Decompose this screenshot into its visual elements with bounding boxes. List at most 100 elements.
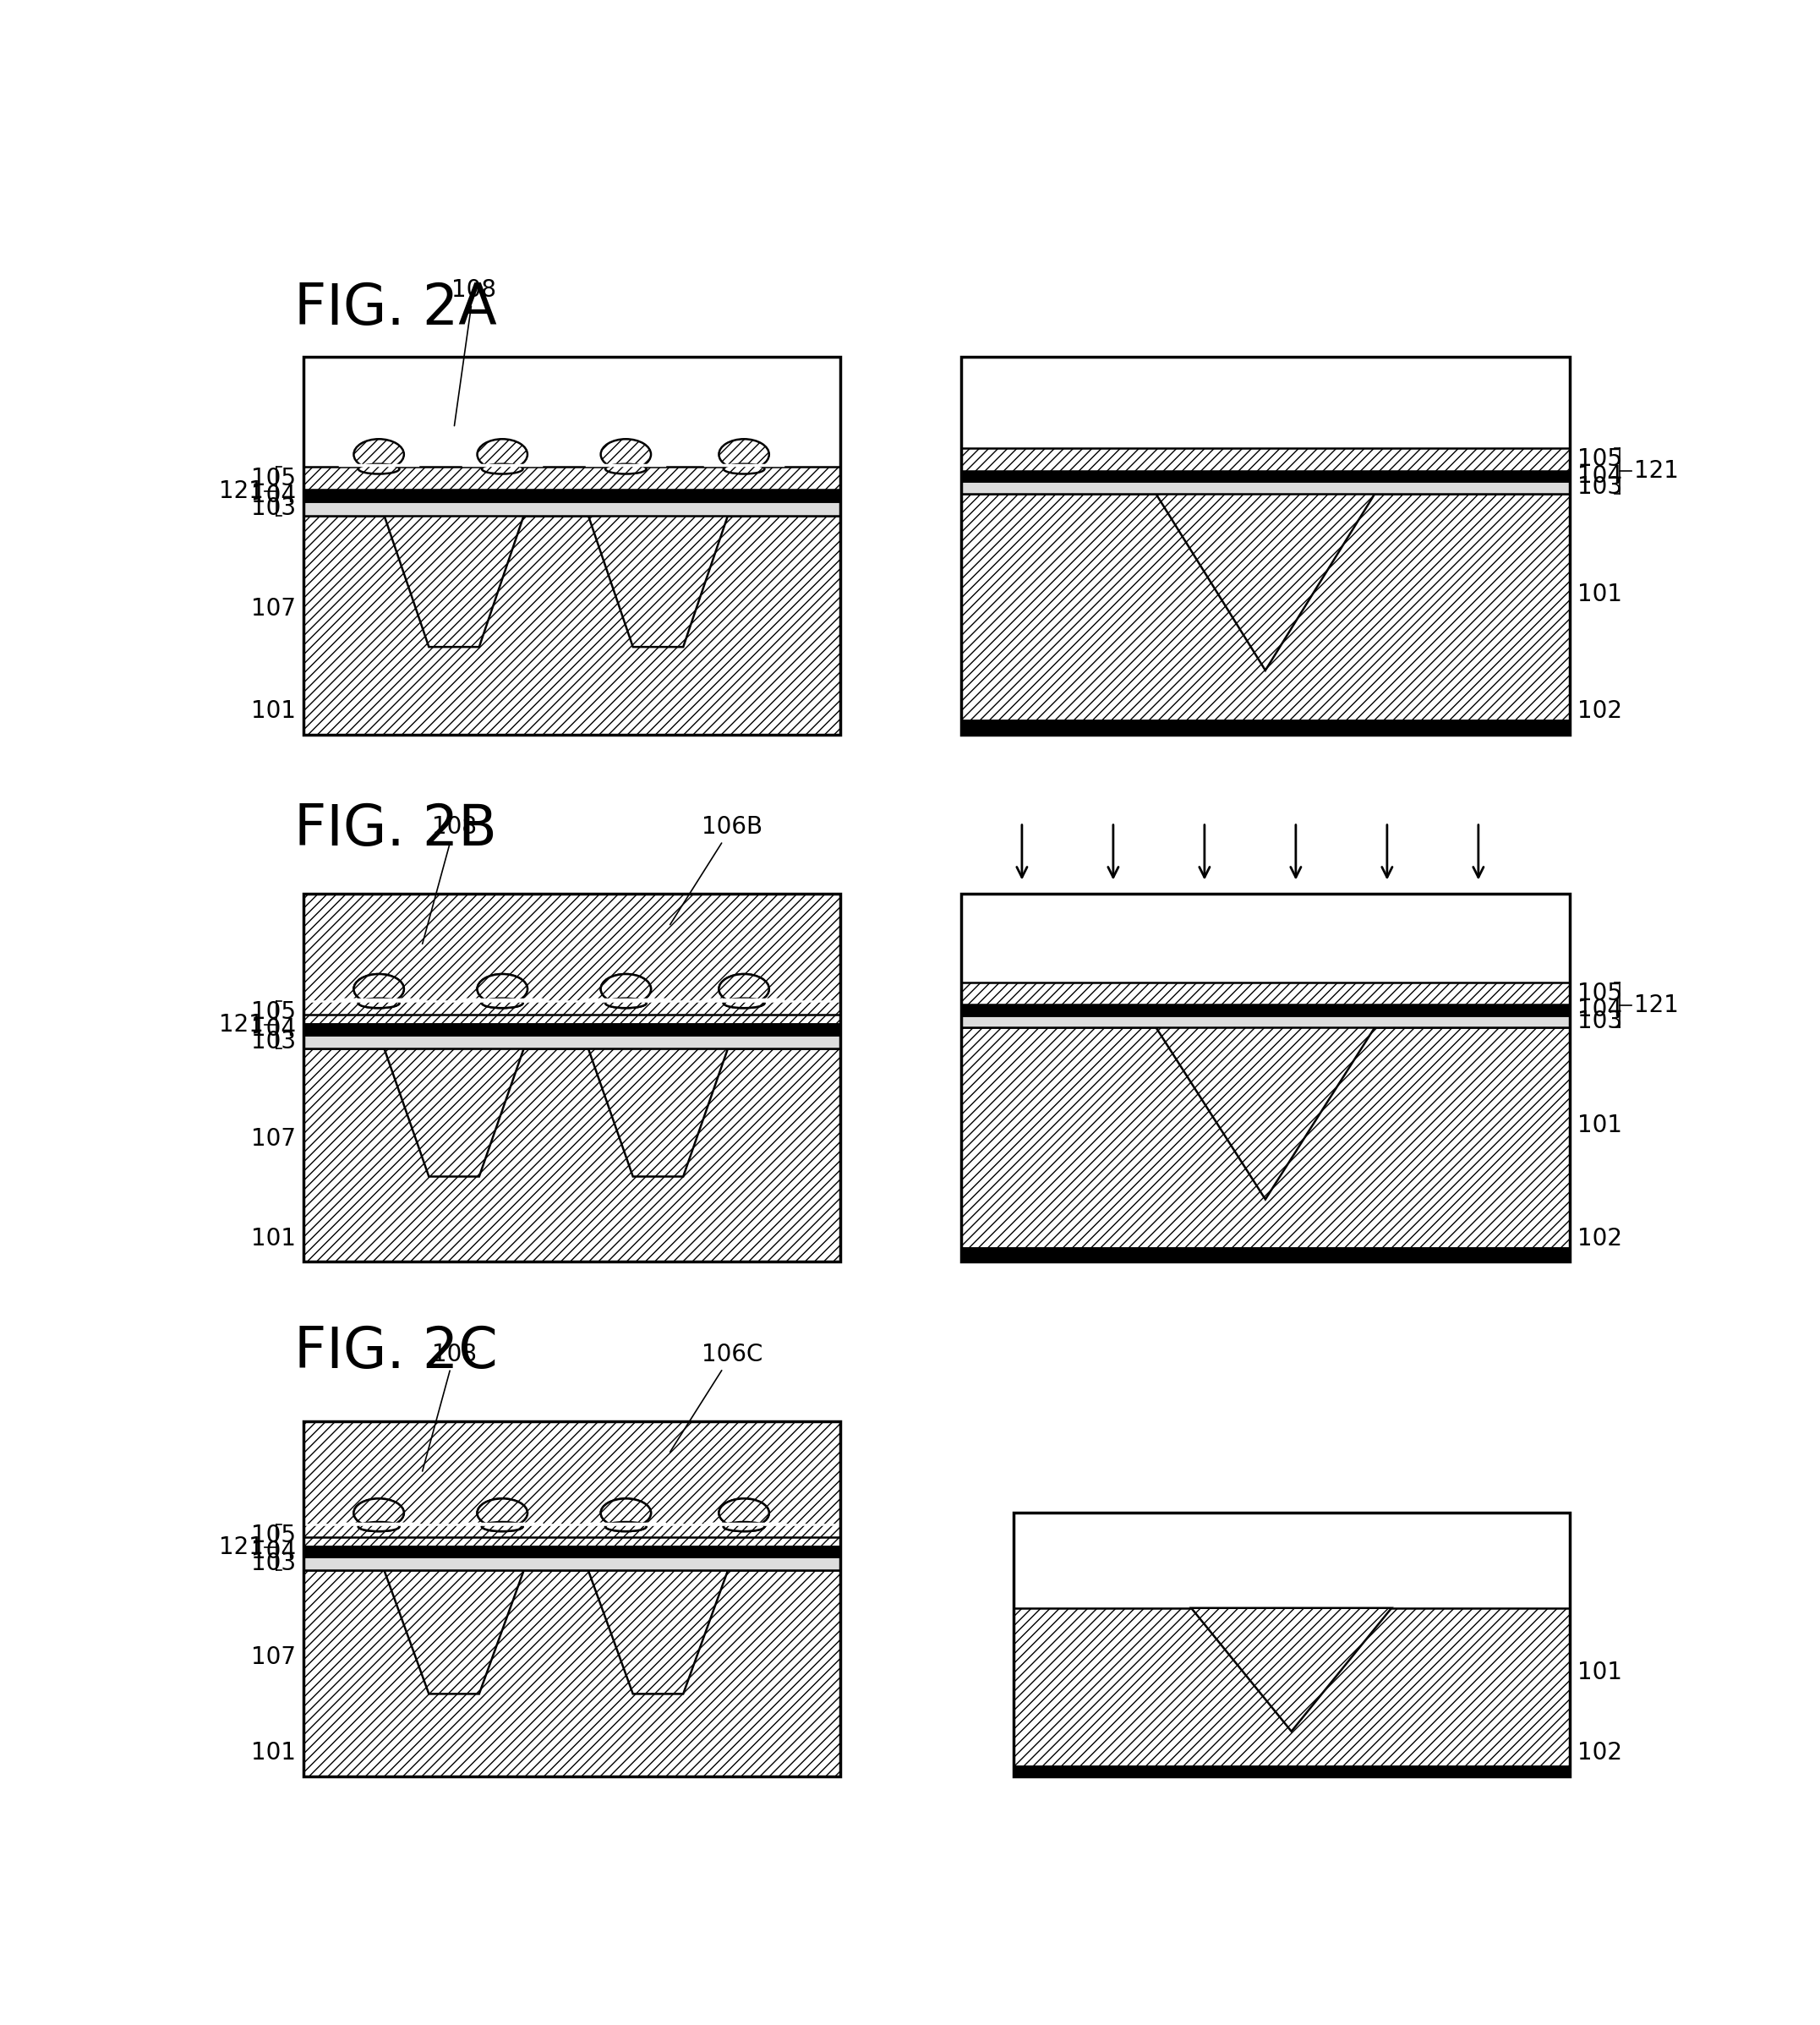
Text: 121: 121 (218, 1012, 264, 1037)
Bar (1014, 1608, 1569, 1766)
Text: FIG. 2A: FIG. 2A (293, 281, 497, 336)
Bar (961, 470, 1569, 482)
Text: 101: 101 (251, 1227, 297, 1249)
Ellipse shape (353, 974, 404, 1004)
Polygon shape (384, 1049, 524, 1177)
Ellipse shape (353, 1498, 404, 1527)
Ellipse shape (359, 998, 399, 1008)
Ellipse shape (606, 998, 646, 1008)
Bar (304, 500, 841, 516)
Text: 102: 102 (1578, 699, 1622, 723)
Text: 104: 104 (251, 1539, 297, 1563)
Polygon shape (1156, 494, 1374, 670)
Text: 104: 104 (251, 484, 297, 508)
Bar (304, 1557, 841, 1571)
Text: 106C: 106C (670, 1343, 763, 1452)
Bar (304, 1000, 841, 1023)
Ellipse shape (353, 439, 404, 470)
Polygon shape (588, 516, 728, 646)
Text: 104: 104 (1578, 464, 1622, 488)
Bar (304, 1035, 841, 1049)
Ellipse shape (719, 974, 770, 1004)
Ellipse shape (353, 974, 404, 1004)
Text: 105: 105 (251, 1523, 297, 1547)
Ellipse shape (606, 1523, 646, 1531)
Text: 121: 121 (218, 1535, 264, 1559)
Polygon shape (384, 516, 524, 646)
Bar (961, 356, 1569, 735)
Polygon shape (384, 1571, 524, 1693)
Ellipse shape (723, 998, 764, 1008)
Text: 101: 101 (1578, 1660, 1622, 1685)
Text: 104: 104 (1578, 998, 1622, 1023)
Bar (304, 895, 841, 1015)
Polygon shape (384, 516, 524, 646)
Bar (961, 1027, 1569, 1247)
Bar (304, 1571, 841, 1776)
Ellipse shape (477, 974, 528, 1004)
Bar (961, 982, 1569, 1004)
Ellipse shape (719, 1498, 770, 1527)
Bar (304, 895, 841, 1262)
Ellipse shape (482, 1523, 522, 1531)
Ellipse shape (723, 1523, 764, 1531)
Ellipse shape (719, 439, 770, 470)
Bar (961, 895, 1569, 1262)
Bar (961, 494, 1569, 721)
Text: FIG. 2C: FIG. 2C (293, 1324, 497, 1379)
Bar (304, 1422, 841, 1776)
Bar (304, 1023, 841, 1035)
Ellipse shape (601, 974, 652, 1004)
Text: 105: 105 (1578, 448, 1622, 472)
Ellipse shape (601, 1498, 652, 1527)
Text: 102: 102 (1578, 1227, 1622, 1249)
Text: 108: 108 (422, 1343, 477, 1472)
Text: 121: 121 (218, 480, 264, 502)
Bar (304, 1422, 841, 1537)
Text: 103: 103 (1578, 476, 1622, 500)
Bar (304, 1547, 841, 1557)
Text: 108: 108 (451, 277, 495, 425)
Bar (304, 356, 841, 735)
Bar (1014, 1513, 1569, 1776)
Ellipse shape (482, 998, 522, 1008)
Text: 105: 105 (251, 466, 297, 490)
Ellipse shape (723, 998, 764, 1008)
Polygon shape (1192, 1608, 1392, 1731)
Ellipse shape (719, 1498, 770, 1527)
Text: 101: 101 (1578, 583, 1622, 605)
Text: 121: 121 (1634, 460, 1678, 482)
Text: 103: 103 (251, 496, 297, 520)
Ellipse shape (359, 464, 399, 474)
Bar (961, 1247, 1569, 1262)
Ellipse shape (606, 998, 646, 1008)
Text: 102: 102 (1578, 1741, 1622, 1764)
Bar (304, 1049, 841, 1262)
Ellipse shape (359, 998, 399, 1008)
Text: 107: 107 (251, 1128, 297, 1150)
Bar (961, 1015, 1569, 1027)
Text: 106B: 106B (670, 814, 763, 925)
Text: 104: 104 (251, 1017, 297, 1041)
Polygon shape (588, 1049, 728, 1177)
Ellipse shape (482, 464, 522, 474)
Ellipse shape (359, 1523, 399, 1531)
Text: 105: 105 (251, 1000, 297, 1025)
Ellipse shape (719, 974, 770, 1004)
Polygon shape (1192, 1608, 1392, 1731)
Ellipse shape (353, 1498, 404, 1527)
Polygon shape (1156, 1027, 1374, 1199)
Bar (1014, 1766, 1569, 1776)
Text: 121: 121 (1634, 992, 1678, 1017)
Polygon shape (588, 1049, 728, 1177)
Ellipse shape (606, 1523, 646, 1531)
Polygon shape (1156, 1027, 1374, 1199)
Ellipse shape (601, 439, 652, 470)
Text: 103: 103 (1578, 1008, 1622, 1033)
Ellipse shape (477, 1498, 528, 1527)
Polygon shape (588, 1571, 728, 1693)
Polygon shape (384, 1049, 524, 1177)
Text: 107: 107 (251, 597, 297, 620)
Bar (304, 516, 841, 735)
Ellipse shape (359, 1523, 399, 1531)
